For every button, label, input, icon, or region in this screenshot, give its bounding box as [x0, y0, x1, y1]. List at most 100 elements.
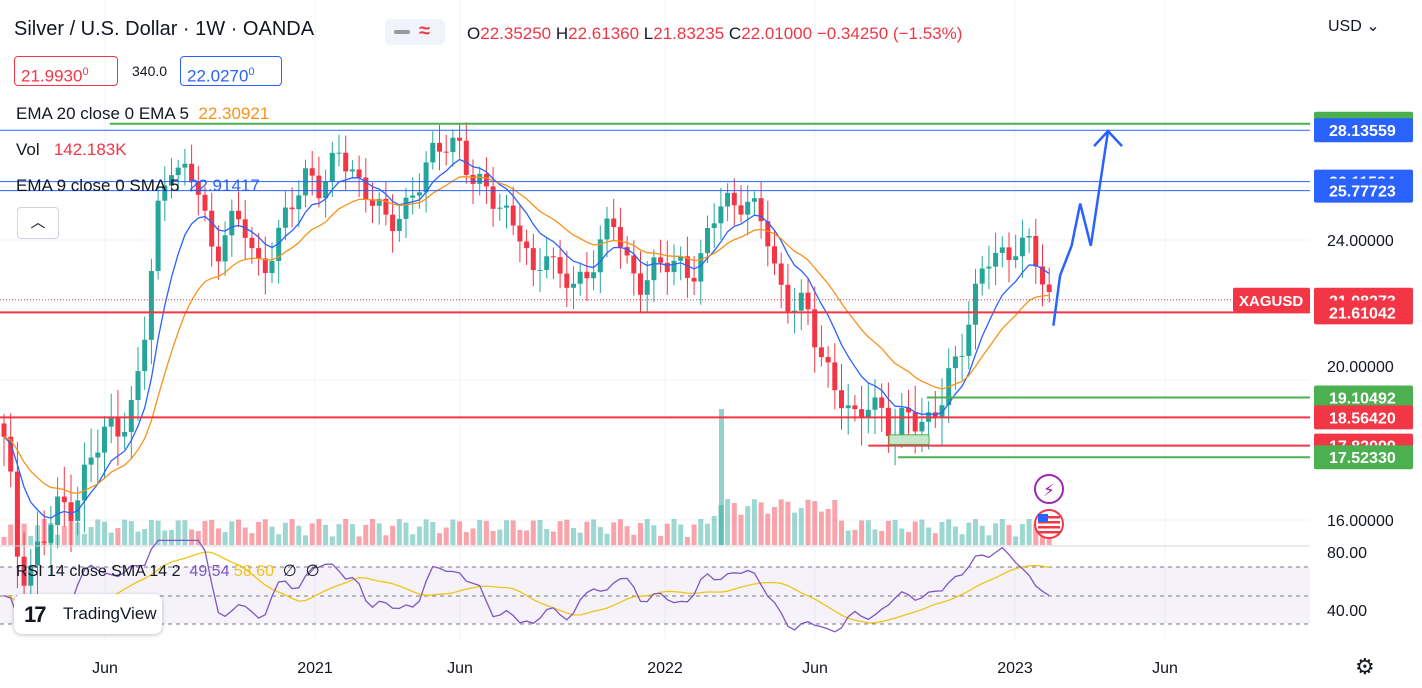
symbol-title[interactable]: Silver / U.S. Dollar · 1W · OANDA	[14, 18, 315, 40]
rsi-sma-value: 58.60	[233, 563, 274, 580]
volume-bar	[664, 523, 670, 545]
candle-body	[343, 152, 349, 172]
volume-bar	[993, 523, 999, 545]
volume-bar	[256, 521, 262, 545]
volume-legend[interactable]: Vol 142.183K	[16, 140, 127, 160]
volume-bar	[1033, 524, 1039, 545]
volume-bar	[343, 519, 349, 545]
volume-bar	[108, 532, 114, 545]
volume-bar	[999, 519, 1005, 545]
wave-icon[interactable]: ≈	[419, 20, 430, 42]
ema20-label[interactable]: EMA 20 close 0 EMA 5	[16, 104, 189, 123]
volume-bar	[282, 522, 288, 545]
candle-body	[879, 397, 885, 408]
candle-body	[323, 181, 329, 199]
volume-bar	[376, 523, 382, 545]
candle-body	[1, 423, 7, 437]
volume-bar	[483, 520, 489, 545]
candle-body	[832, 362, 838, 391]
price-label-box	[1314, 300, 1413, 325]
candle-body	[564, 273, 570, 288]
gear-icon[interactable]: ⚙	[1355, 654, 1375, 679]
buy-button[interactable]: 22.02700	[180, 56, 282, 86]
volume-bar	[986, 535, 992, 545]
candle-body	[1040, 266, 1045, 285]
volume-bar	[195, 531, 201, 545]
close-label: C	[728, 24, 742, 43]
candle-body	[8, 436, 14, 472]
volume-bar	[1026, 519, 1032, 545]
volume-bar	[624, 526, 630, 545]
candle-body	[772, 246, 777, 264]
price-label-box	[1314, 178, 1413, 203]
volume-bar	[745, 506, 751, 545]
candle-body	[591, 272, 597, 279]
candle-body	[28, 565, 34, 586]
candle-body	[731, 192, 737, 206]
candle-body	[470, 174, 476, 184]
volume-bar-spike	[719, 409, 724, 545]
candle-body	[778, 263, 784, 285]
volume-bar	[805, 499, 811, 545]
candle-body	[202, 194, 208, 211]
volume-bar	[852, 529, 858, 545]
volume-bar	[832, 500, 838, 545]
ema20-legend[interactable]: EMA 20 close 0 EMA 5 22.30921	[16, 104, 269, 124]
currency-selector[interactable]: USD ⌄	[1328, 16, 1380, 36]
minus-icon[interactable]	[394, 30, 410, 34]
buy-price-pip[interactable]: 0	[248, 66, 255, 78]
volume-bar	[711, 515, 717, 545]
chevron-down-icon[interactable]: ⌄	[1366, 18, 1380, 35]
candle-body	[102, 426, 107, 453]
sell-button[interactable]: 21.99300	[14, 56, 118, 86]
tradingview-logo[interactable]: 17 TradingView	[14, 594, 162, 634]
rsi-empty-1: ∅	[282, 563, 297, 580]
candle-body	[356, 169, 362, 178]
candle-body	[617, 227, 623, 248]
volume-bar	[792, 512, 798, 545]
currency-label[interactable]: USD	[1328, 18, 1362, 35]
volume-bar	[785, 501, 791, 545]
sell-price-pip[interactable]: 0	[82, 66, 89, 78]
volume-bar	[303, 535, 308, 545]
rsi-line	[3, 539, 1050, 633]
price-tick-label: 16.00000	[1327, 513, 1394, 530]
rsi-sma-line	[3, 551, 1050, 624]
candle-body	[664, 262, 670, 273]
buy-price[interactable]: 22.0270	[187, 66, 249, 86]
rsi-legend[interactable]: RSI 14 close SMA 14 2 49.54 58.60 ∅ ∅	[16, 561, 320, 581]
candle-body	[108, 417, 114, 427]
chart-style-buttons[interactable]: ≈	[385, 19, 445, 45]
candle-body	[845, 405, 851, 409]
candle-body	[1026, 235, 1032, 238]
volume-bar	[952, 526, 958, 545]
candle-body	[396, 218, 402, 232]
candle-body	[738, 205, 744, 215]
chevron-up-icon[interactable]: ︿	[17, 207, 59, 239]
candle-body	[651, 257, 657, 281]
volume-bar	[818, 511, 824, 545]
ema9-legend[interactable]: EMA 9 close 0 SMA 5 22.91417	[16, 176, 260, 196]
projection-arrowhead	[1093, 129, 1123, 147]
candle-body	[725, 192, 731, 207]
candle-body	[912, 412, 918, 432]
sell-price[interactable]: 21.9930	[21, 66, 83, 86]
volume-bar	[604, 533, 610, 545]
ema9-label[interactable]: EMA 9 close 0 SMA 5	[16, 176, 180, 195]
volume-bar	[390, 525, 396, 545]
time-tick-label: Jun	[802, 660, 828, 677]
volume-bar	[28, 535, 34, 545]
candle-body	[1019, 237, 1025, 257]
rsi-label[interactable]: RSI 14 close SMA 14 2	[16, 563, 181, 580]
projection-path	[1052, 129, 1123, 326]
candle-body	[390, 214, 396, 232]
candle-body	[537, 269, 543, 271]
candle-body	[363, 177, 369, 200]
volume-bar	[81, 533, 87, 545]
vol-label[interactable]: Vol	[16, 140, 40, 159]
candle-body	[236, 210, 241, 220]
vol-value: 142.183K	[53, 140, 127, 159]
close-value: 22.01000	[741, 24, 813, 43]
ema9-value: 22.91417	[188, 176, 260, 195]
